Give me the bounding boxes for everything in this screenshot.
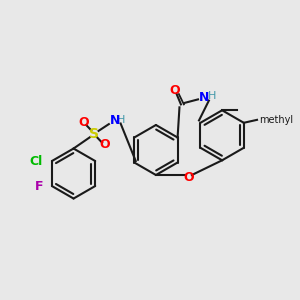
Text: O: O	[170, 84, 180, 97]
Text: O: O	[79, 116, 89, 129]
Text: H: H	[117, 115, 125, 125]
Text: O: O	[99, 139, 110, 152]
Text: N: N	[199, 91, 210, 103]
Text: N: N	[110, 114, 121, 127]
Text: S: S	[89, 127, 99, 141]
Text: methyl: methyl	[259, 115, 293, 125]
Text: F: F	[34, 179, 43, 193]
Text: H: H	[208, 91, 216, 100]
Text: O: O	[183, 171, 194, 184]
Text: Cl: Cl	[30, 154, 43, 167]
